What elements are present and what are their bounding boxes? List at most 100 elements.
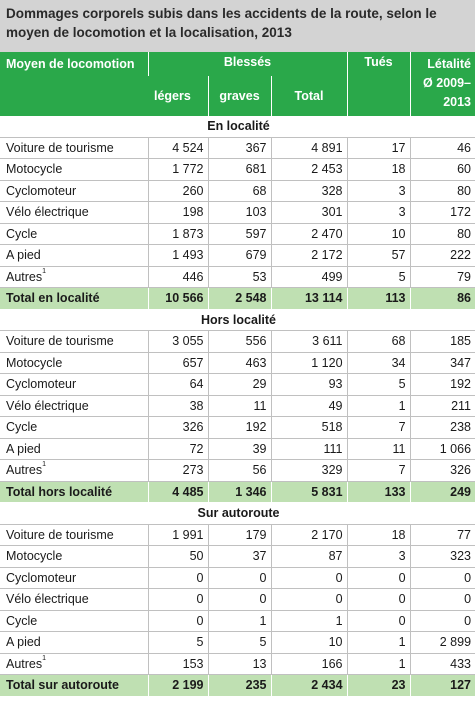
- cell-legers: 72: [147, 438, 208, 460]
- section-heading: En localité: [0, 116, 475, 138]
- cell-legers: 3 055: [147, 330, 208, 353]
- header-letalite: Létalité Ø 2009–2013: [409, 52, 475, 116]
- cell-tues: 34: [346, 352, 411, 374]
- cell-legers: 50: [147, 545, 208, 568]
- cell-tues: 1: [346, 395, 411, 417]
- cell-legers: 153: [147, 653, 208, 675]
- cell-letalite: 192: [409, 373, 475, 396]
- table-row: Cyclomoteur 64 29 93 5 192: [0, 373, 475, 396]
- table-row: Cyclomoteur 260 68 328 3 80: [0, 180, 475, 202]
- table-body: En localité Voiture de tourisme 4 524 367 4 …: [0, 116, 475, 697]
- table-row: A pied 72 39 111 11 1 066: [0, 438, 475, 460]
- cell-graves: 556: [207, 330, 271, 353]
- cell-graves: 5: [207, 631, 271, 654]
- cell-tues: 0: [346, 588, 411, 611]
- row-label: Autres1: [0, 266, 148, 288]
- total-letalite: 127: [409, 674, 475, 697]
- cell-graves: 597: [207, 223, 271, 245]
- table-row: Vélo électrique 38 11 49 1 211: [0, 395, 475, 417]
- table-row: Motocycle 1 772 681 2 453 18 60: [0, 158, 475, 181]
- cell-letalite: 326: [409, 459, 475, 482]
- cell-legers: 0: [147, 588, 208, 611]
- cell-letalite: 0: [409, 588, 475, 611]
- section-heading-row: Sur autoroute: [0, 502, 475, 525]
- row-label-text: Voiture de tourisme: [6, 140, 114, 155]
- row-label: Voiture de tourisme: [0, 137, 148, 159]
- cell-total: 518: [270, 416, 348, 439]
- cell-total: 2 172: [270, 244, 348, 267]
- cell-graves: 367: [207, 137, 271, 159]
- table-row: Cyclomoteur 0 0 0 0 0: [0, 567, 475, 589]
- row-label-text: Motocycle: [6, 355, 63, 370]
- cell-legers: 260: [147, 180, 208, 202]
- cell-tues: 3: [346, 180, 411, 202]
- cell-total: 0: [270, 588, 348, 611]
- cell-legers: 4 524: [147, 137, 208, 159]
- cell-total: 1 120: [270, 352, 348, 374]
- table-row: Motocycle 657 463 1 120 34 347: [0, 352, 475, 374]
- cell-tues: 1: [346, 631, 411, 654]
- row-label-text: Cyclomoteur: [6, 377, 77, 392]
- header-graves: graves: [207, 76, 271, 116]
- row-label: Cyclomoteur: [0, 180, 148, 202]
- row-label-text: Motocycle: [6, 549, 63, 564]
- cell-total: 0: [270, 567, 348, 589]
- cell-legers: 198: [147, 201, 208, 224]
- row-label: Cycle: [0, 416, 148, 439]
- cell-total: 2 170: [270, 524, 348, 546]
- row-label: Vélo électrique: [0, 588, 148, 611]
- total-row: Total sur autoroute 2 199 235 2 434 23 127: [0, 674, 475, 697]
- row-label-text: Vélo électrique: [6, 592, 89, 607]
- cell-letalite: 211: [409, 395, 475, 417]
- table-row: Voiture de tourisme 4 524 367 4 891 17 46: [0, 137, 475, 159]
- cell-letalite: 80: [409, 223, 475, 245]
- cell-tues: 7: [346, 416, 411, 439]
- cell-letalite: 80: [409, 180, 475, 202]
- cell-graves: 0: [207, 567, 271, 589]
- cell-letalite: 238: [409, 416, 475, 439]
- cell-legers: 5: [147, 631, 208, 654]
- row-label: Vélo électrique: [0, 395, 148, 417]
- cell-tues: 5: [346, 373, 411, 396]
- cell-tues: 7: [346, 459, 411, 482]
- cell-tues: 18: [346, 524, 411, 546]
- cell-letalite: 2 899: [409, 631, 475, 654]
- row-label: Autres1: [0, 653, 148, 675]
- cell-legers: 657: [147, 352, 208, 374]
- cell-tues: 10: [346, 223, 411, 245]
- row-label-text: Voiture de tourisme: [6, 334, 114, 349]
- row-label-text: Cycle: [6, 226, 38, 241]
- footnote-marker: 1: [42, 654, 47, 662]
- cell-letalite: 46: [409, 137, 475, 159]
- row-label: Cyclomoteur: [0, 567, 148, 589]
- cell-letalite: 222: [409, 244, 475, 267]
- table-row: Autres1 153 13 166 1 433: [0, 653, 475, 675]
- row-label-text: Cycle: [6, 613, 38, 628]
- total-label: Total hors localité: [0, 481, 148, 503]
- cell-total: 301: [270, 201, 348, 224]
- cell-total: 3 611: [270, 330, 348, 353]
- row-label-text: Voiture de tourisme: [6, 527, 114, 542]
- cell-total: 1: [270, 610, 348, 632]
- row-label: Voiture de tourisme: [0, 524, 148, 546]
- table-row: Cycle 326 192 518 7 238: [0, 416, 475, 439]
- total-label: Total sur autoroute: [0, 674, 148, 697]
- cell-graves: 681: [207, 158, 271, 181]
- cell-tues: 57: [346, 244, 411, 267]
- cell-letalite: 323: [409, 545, 475, 568]
- section-heading: Sur autoroute: [0, 502, 475, 525]
- cell-legers: 1 873: [147, 223, 208, 245]
- table-row: A pied 5 5 10 1 2 899: [0, 631, 475, 654]
- total-total: 5 831: [270, 481, 348, 503]
- cell-graves: 37: [207, 545, 271, 568]
- row-label: A pied: [0, 438, 148, 460]
- table-row: Autres1 446 53 499 5 79: [0, 266, 475, 288]
- total-letalite: 249: [409, 481, 475, 503]
- cell-legers: 0: [147, 567, 208, 589]
- total-tues: 133: [346, 481, 411, 503]
- table-row: Voiture de tourisme 1 991 179 2 170 18 77: [0, 524, 475, 546]
- row-label-text: Autres: [6, 269, 43, 284]
- header-legers: légers: [148, 76, 208, 116]
- cell-legers: 1 493: [147, 244, 208, 267]
- cell-graves: 103: [207, 201, 271, 224]
